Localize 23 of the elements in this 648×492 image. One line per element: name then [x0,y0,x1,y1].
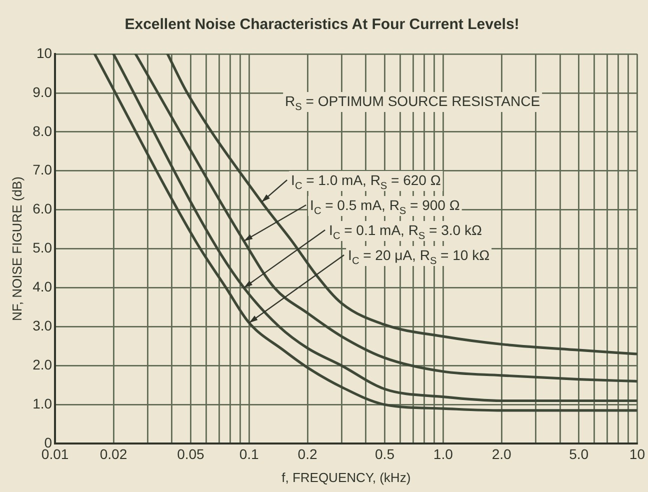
y-tick-label: 4.0 [32,278,52,295]
x-tick-label: 2.0 [492,446,512,462]
y-tick-label: 2.0 [32,356,52,373]
y-tick-label: 8.0 [32,122,52,139]
x-tick-label: 1.0 [433,446,454,462]
y-tick-label: 7.0 [32,162,52,178]
x-tick-label: 0.05 [177,446,205,462]
y-tick-label: 9.0 [32,84,52,100]
x-axis-title: f, FREQUENCY, (kHz) [282,470,411,485]
x-tick-label: 5.0 [569,446,589,462]
y-tick-label: 3.0 [32,318,52,334]
x-tick-label: 0.2 [298,446,318,462]
y-tick-label: 0 [44,434,52,450]
y-tick-label: 1.0 [32,396,52,412]
y-axis-title: NF, NOISE FIGURE (dB) [9,176,24,322]
y-tick-label: 6.0 [32,200,52,217]
y-tick-label: 5.0 [32,240,52,256]
x-tick-label: 0.1 [239,446,260,462]
chart-title: Excellent Noise Characteristics At Four Current Levels! [124,16,520,34]
x-tick-label: 0.5 [375,446,395,462]
x-tick-label: 10 [629,446,646,462]
y-tick-label: 10 [36,44,52,61]
x-tick-label: 0.02 [100,446,128,462]
